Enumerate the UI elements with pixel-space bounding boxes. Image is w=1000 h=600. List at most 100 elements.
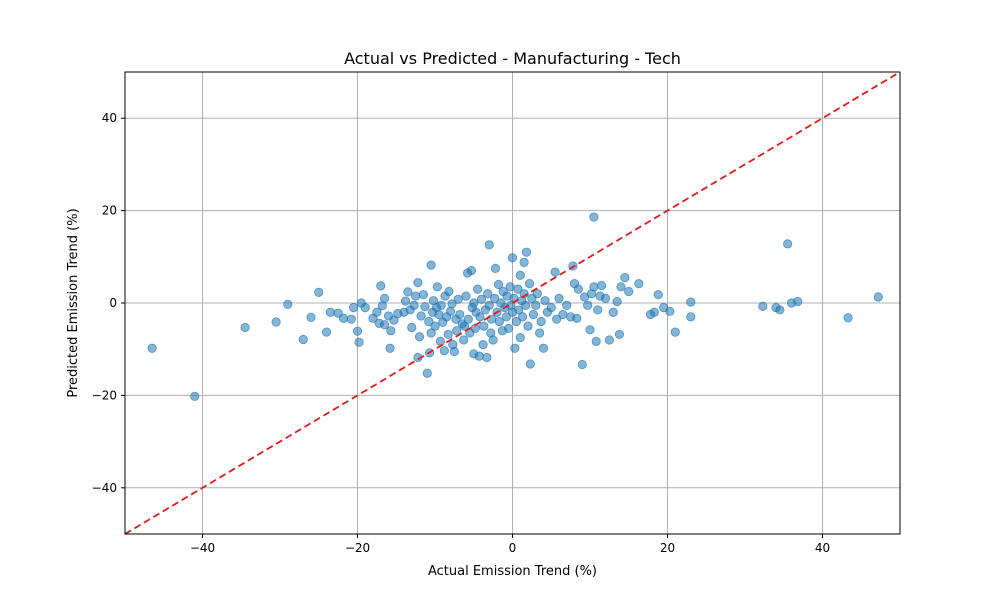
- x-axis-ticks: −40 −20 0 20 40: [190, 534, 830, 555]
- data-point: [455, 309, 465, 320]
- data-point: [514, 305, 524, 315]
- data-point: [418, 290, 428, 300]
- data-point: [463, 314, 473, 324]
- data-point: [515, 333, 525, 343]
- data-point: [536, 316, 546, 327]
- data-point: [271, 317, 281, 327]
- data-point: [538, 343, 549, 353]
- data-point: [511, 316, 521, 327]
- chart-title: Actual vs Predicted - Manufacturing - Te…: [344, 49, 681, 68]
- data-point: [552, 314, 562, 324]
- data-point: [459, 335, 469, 345]
- data-point: [616, 282, 626, 292]
- data-point: [793, 297, 803, 307]
- data-point: [521, 247, 532, 257]
- data-point: [783, 239, 793, 249]
- data-point: [484, 240, 494, 250]
- data-point: [338, 313, 349, 323]
- data-point: [583, 300, 593, 310]
- x-tick-label: 20: [660, 541, 675, 555]
- data-point: [434, 309, 444, 320]
- data-point: [439, 345, 449, 356]
- data-point: [612, 297, 622, 307]
- data-point: [435, 336, 446, 346]
- data-point: [532, 289, 542, 299]
- data-point: [443, 329, 453, 340]
- data-point: [445, 306, 456, 316]
- data-point: [424, 316, 434, 327]
- data-point: [430, 321, 440, 331]
- data-point: [475, 312, 485, 322]
- data-point: [758, 301, 768, 311]
- data-point: [494, 316, 504, 327]
- data-point: [478, 339, 488, 350]
- data-point: [488, 335, 498, 345]
- data-point: [409, 300, 419, 310]
- data-point: [589, 212, 599, 222]
- y-tick-label: 20: [102, 204, 117, 218]
- data-point: [515, 270, 525, 280]
- data-point: [513, 284, 523, 294]
- data-point: [614, 329, 625, 340]
- data-point: [517, 312, 528, 322]
- data-point: [528, 309, 539, 320]
- data-point: [349, 303, 359, 313]
- data-point: [585, 325, 595, 335]
- data-point: [573, 284, 583, 294]
- data-point: [413, 278, 423, 288]
- x-tick-label: −20: [345, 541, 370, 555]
- data-point: [525, 359, 535, 369]
- data-point: [521, 300, 531, 310]
- data-point: [352, 326, 363, 336]
- data-point: [452, 326, 462, 336]
- data-point: [550, 267, 560, 277]
- data-point: [624, 286, 634, 297]
- data-point: [459, 321, 470, 331]
- y-tick-label: −40: [92, 481, 117, 495]
- data-point: [608, 307, 618, 317]
- data-point: [476, 294, 487, 304]
- data-point: [447, 299, 457, 309]
- data-point: [432, 282, 442, 292]
- data-point: [386, 326, 396, 336]
- data-point: [653, 290, 663, 300]
- data-point: [523, 321, 533, 331]
- data-point: [686, 312, 696, 322]
- data-point: [422, 368, 432, 378]
- data-point: [483, 289, 493, 299]
- data-point: [546, 303, 556, 313]
- data-point: [407, 322, 417, 333]
- data-point: [403, 287, 413, 297]
- data-point: [620, 272, 630, 283]
- data-point: [558, 309, 568, 320]
- data-point: [604, 335, 614, 345]
- data-point: [444, 286, 454, 297]
- data-point: [380, 320, 390, 330]
- data-point: [283, 299, 293, 309]
- y-axis-label: Predicted Emission Trend (%): [66, 208, 81, 397]
- data-point: [843, 313, 853, 323]
- data-point: [686, 297, 696, 307]
- data-point: [376, 281, 386, 291]
- data-point: [554, 293, 564, 303]
- y-axis-ticks: −40 −20 0 20 40: [92, 111, 125, 495]
- data-point: [380, 293, 390, 303]
- data-point: [426, 260, 436, 270]
- data-point: [775, 305, 785, 315]
- x-tick-label: −40: [190, 541, 215, 555]
- data-point: [147, 343, 157, 353]
- data-point: [426, 328, 436, 338]
- data-point: [504, 323, 514, 334]
- data-point: [314, 287, 324, 297]
- data-point: [524, 278, 535, 289]
- data-point: [597, 280, 607, 291]
- y-tick-label: 40: [102, 111, 117, 125]
- y-tick-label: 0: [109, 296, 117, 310]
- reference-line: [124, 71, 901, 535]
- data-point: [501, 312, 511, 322]
- data-point: [416, 311, 426, 321]
- data-point: [649, 307, 659, 317]
- data-point: [873, 292, 883, 302]
- data-point: [453, 294, 463, 304]
